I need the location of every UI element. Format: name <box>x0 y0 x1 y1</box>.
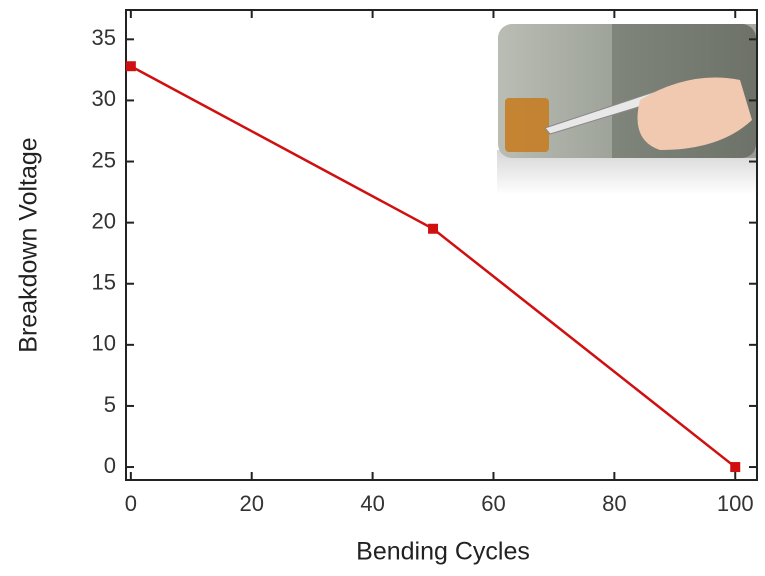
chart: Bending Cycles Breakdown Voltage 0 5 10 15 2… <box>0 0 765 576</box>
inset-photo <box>497 24 757 195</box>
page: Bending Cycles Breakdown Voltage 0 5 10 15 2… <box>0 0 765 576</box>
x-tick-label: 0 <box>125 491 137 516</box>
y-tick-label: 10 <box>92 331 116 356</box>
y-tick-label: 20 <box>92 208 116 233</box>
data-point <box>730 462 740 472</box>
x-tick-label: 20 <box>239 491 263 516</box>
x-tick-label: 40 <box>360 491 384 516</box>
y-tick-label: 30 <box>92 86 116 111</box>
y-tick-label: 5 <box>104 392 116 417</box>
y-axis-title: Breakdown Voltage <box>15 137 43 352</box>
x-tick-label: 100 <box>717 491 754 516</box>
data-point <box>126 61 136 71</box>
y-tick-label: 0 <box>104 453 116 478</box>
x-tick-label: 60 <box>481 491 505 516</box>
x-axis-title: Bending Cycles <box>356 538 530 566</box>
data-point <box>428 224 438 234</box>
y-tick-label: 15 <box>92 270 116 295</box>
x-tick-label: 80 <box>602 491 626 516</box>
photo-sample <box>505 98 549 152</box>
y-tick-label: 25 <box>92 147 116 172</box>
y-tick-label: 35 <box>92 25 116 50</box>
